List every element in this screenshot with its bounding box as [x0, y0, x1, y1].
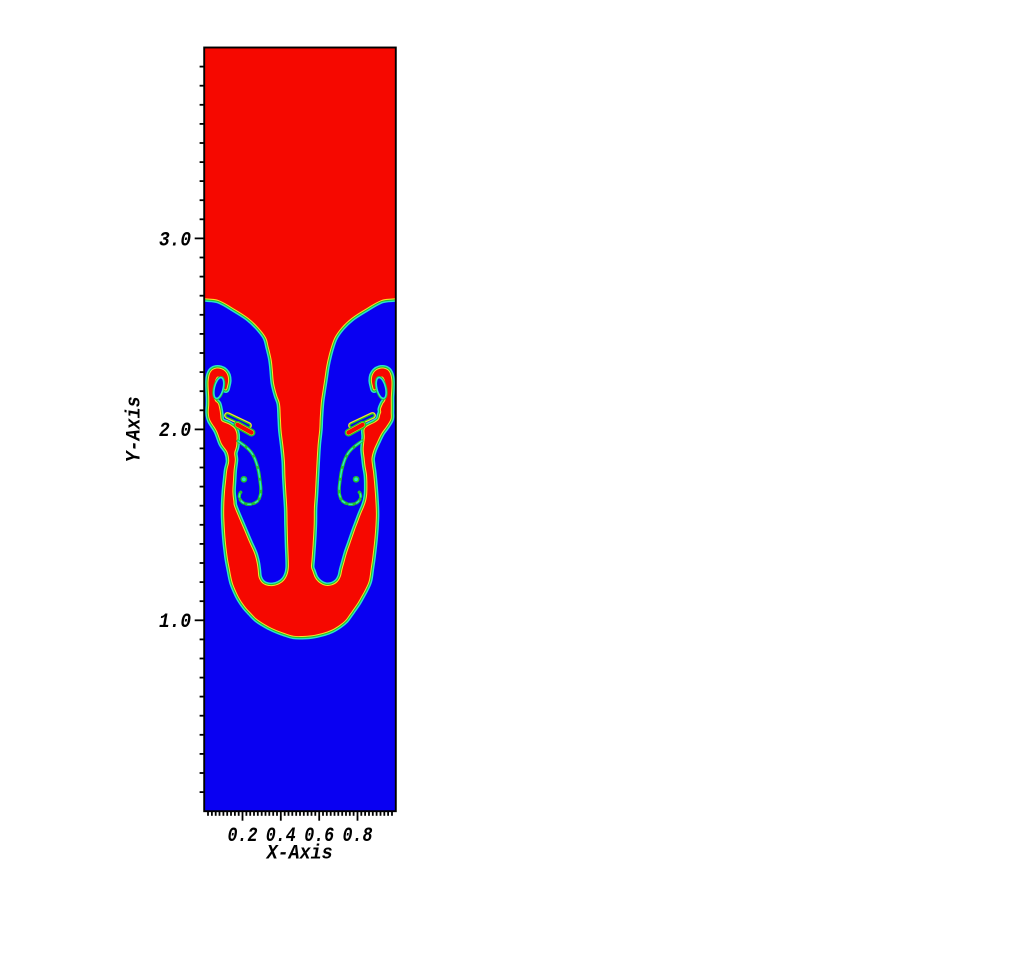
- svg-text:2.0: 2.0: [159, 420, 191, 443]
- svg-text:0.8: 0.8: [343, 825, 373, 848]
- svg-text:Y-Axis: Y-Axis: [124, 396, 147, 462]
- svg-text:0.2: 0.2: [228, 825, 258, 848]
- svg-text:0.4: 0.4: [266, 825, 296, 848]
- svg-text:3.0: 3.0: [159, 229, 191, 252]
- svg-text:X-Axis: X-Axis: [265, 843, 333, 866]
- svg-text:1.0: 1.0: [159, 611, 191, 634]
- svg-text:0.6: 0.6: [304, 825, 334, 848]
